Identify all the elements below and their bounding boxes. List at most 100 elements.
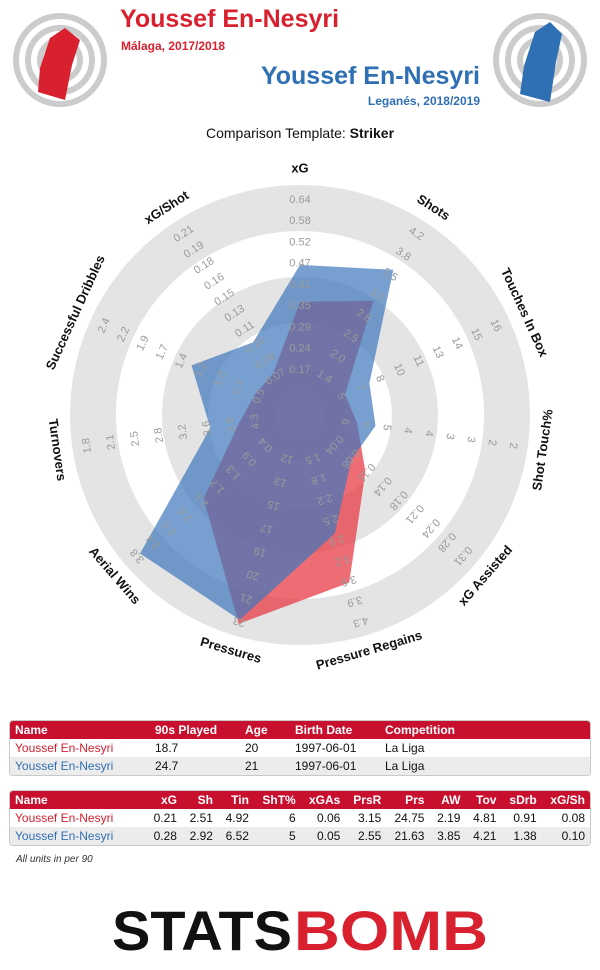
tick-label: 10 [391,362,407,378]
tick-label: 13 [273,474,288,489]
stats-cell: 2.51 [181,809,218,827]
tick-label: 8 [373,373,386,384]
stats-table-wrap: Name xG Sh Tin ShT% xGAs PrsR Prs AW Tov… [9,790,591,846]
tick-label: 2.1 [104,434,118,451]
logo-part1: STATS [112,899,292,960]
stats-col: Prs [405,793,425,807]
tick-label: 6 [338,418,351,426]
player2-badge-icon [493,13,587,107]
stats-col: Tov [476,793,497,807]
stats-cell: 2.92 [181,827,218,845]
tick-label: 3 [464,436,477,444]
table-row: Youssef En-Nesyri 0.21 2.51 4.92 6 0.06 … [10,809,590,827]
tick-label: 1.0 [212,369,229,388]
stats-cell: 0.10 [541,827,590,845]
stats-table-header-row: Name xG Sh Tin ShT% xGAs PrsR Prs AW Tov… [10,791,590,809]
axis-label: Turnovers [46,418,70,482]
tick-label: 19 [252,544,267,559]
stats-cell-name: Youssef En-Nesyri [10,809,146,827]
tick-label: 2 [507,442,520,450]
info-cell: 24.7 [150,757,240,775]
stats-cell: 0.28 [146,827,182,845]
tick-label: 0.29 [289,321,310,333]
tick-label: 0.52 [289,236,310,248]
player1-badge-icon [13,13,107,107]
tick-label: 15 [468,326,484,342]
stats-cell: 24.75 [386,809,430,827]
tick-label: 0.35 [289,300,310,312]
tick-label: 1.5 [304,450,322,466]
tick-label: 0.17 [289,364,310,376]
player2-subtitle: Leganés, 2018/2019 [367,94,480,108]
tick-label: 1.2 [192,360,209,379]
info-cell-name: Youssef En-Nesyri [10,739,150,757]
player1-name: Youssef En-Nesyri [120,5,340,33]
stats-cell: 2.55 [345,827,387,845]
stats-cell: 3.85 [429,827,466,845]
info-cell: La Liga [380,757,590,775]
stats-col-name: Name [15,793,48,807]
header: Youssef En-Nesyri Málaga, 2017/2018 Yous… [0,0,600,120]
stats-table: Name xG Sh Tin ShT% xGAs PrsR Prs AW Tov… [10,791,590,845]
units-note: All units in per 90 [16,854,93,865]
tick-label: 11 [411,353,427,368]
info-cell: 1997-06-01 [290,757,380,775]
tick-label: 5 [359,421,372,429]
tick-label: 20 [246,567,261,582]
stats-cell: 5 [253,827,301,845]
tick-label: 3.2 [176,423,190,440]
stats-cell: 3.15 [345,809,387,827]
stats-col: xGAs [308,793,341,807]
tick-label: 12 [280,451,295,466]
tick-label: 16 [488,318,504,334]
tick-label: 1.7 [154,343,171,362]
stats-col: xG [160,793,177,807]
tick-label: 13 [430,344,446,360]
statsbomb-logo: STATS BOMB [112,899,488,960]
info-table-header-row: Name 90s Played Age Birth Date Competiti… [10,721,590,739]
tick-label: 0.64 [289,194,310,206]
axis-label: Shots [414,191,453,223]
info-col-competition: Competition [385,723,455,737]
tick-label: 0.58 [289,215,310,227]
tick-label: 4.3 [248,413,262,430]
tick-label: 3.9 [224,416,238,433]
table-row: Youssef En-Nesyri 0.28 2.92 6.52 5 0.05 … [10,827,590,845]
player1-subtitle: Málaga, 2017/2018 [121,39,226,53]
stats-cell: 0.06 [300,809,346,827]
tick-label: 3.2 [334,552,352,568]
table-row: Youssef En-Nesyri 24.7 21 1997-06-01 La … [10,757,590,775]
stats-cell: 0.21 [146,809,182,827]
tick-label: 2.9 [328,532,346,548]
tick-label: 1.9 [134,334,151,353]
tick-label: 3 [443,433,456,441]
stats-col: ShT% [262,793,296,807]
tick-label: 3.6 [340,573,358,589]
stats-cell: 21.63 [386,827,430,845]
tick-label: 2.5 [322,511,340,527]
radar-series-2 [140,264,394,620]
info-cell: 18.7 [150,739,240,757]
stats-col: xG/Sh [550,793,585,807]
tick-label: 2.2 [316,491,334,507]
tick-label: 3.6 [200,420,214,437]
tick-label: 1.8 [80,437,94,454]
tick-label: 5 [334,391,347,402]
info-col-birth: Birth Date [295,723,353,737]
stats-cell-name: Youssef En-Nesyri [10,827,146,845]
info-col-name: Name [15,723,48,737]
stats-cell: 6 [253,809,301,827]
tick-label: 0.24 [289,343,310,355]
tick-label: 23 [232,614,247,629]
tick-label: 0.7 [231,378,248,397]
stats-col: PrsR [353,793,382,807]
player2-name: Youssef En-Nesyri [260,62,480,90]
axis-label: Shot Touch% [529,408,556,492]
stats-cell: 0.05 [300,827,346,845]
info-col-age: Age [245,723,268,737]
info-table-wrap: Name 90s Played Age Birth Date Competiti… [9,720,591,776]
tick-label: 2.2 [115,325,132,344]
tick-label: 1.8 [310,471,328,487]
tick-label: 7 [354,382,367,393]
stats-cell: 2.19 [429,809,466,827]
